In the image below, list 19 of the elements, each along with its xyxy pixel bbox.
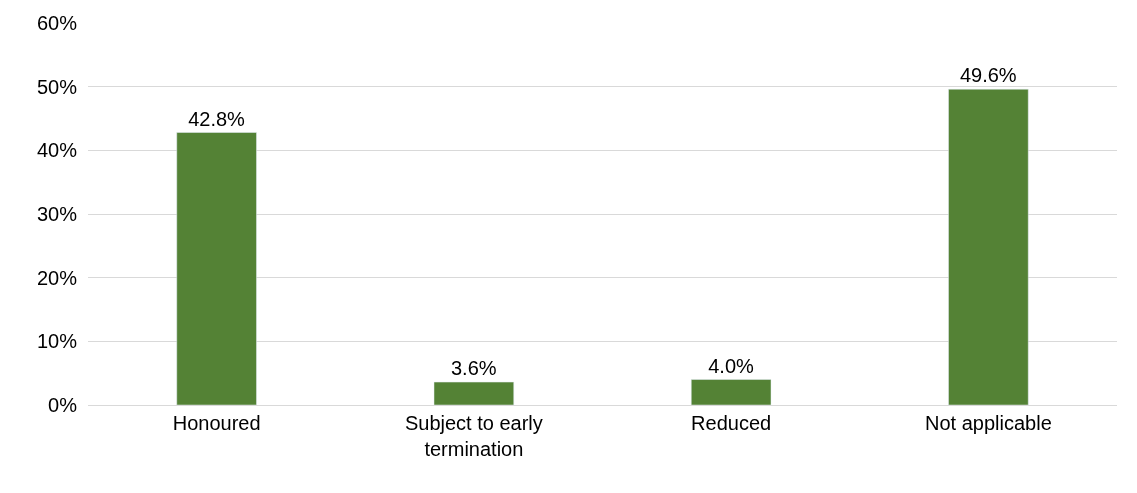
y-tick-label: 20% (36, 266, 78, 289)
x-tick-label: Not applicable (925, 412, 1052, 434)
bar (176, 132, 257, 405)
y-tick-label: 30% (36, 203, 78, 225)
x-tick-label: Subject to early termination (404, 412, 543, 460)
y-tick-label: 60% (36, 12, 78, 34)
data-label: 3.6% (450, 357, 497, 380)
data-label: 42.8% (188, 107, 246, 130)
bar (691, 379, 772, 405)
x-tick-label: Reduced (691, 412, 772, 434)
data-label: 4.0% (708, 354, 755, 377)
y-tick-label: 40% (36, 139, 78, 162)
bar (948, 88, 1029, 405)
data-label: 49.6% (959, 64, 1017, 87)
bar (433, 381, 514, 405)
y-tick-label: 50% (36, 75, 78, 98)
x-tick-label: Honoured (172, 412, 261, 434)
y-tick-label: 0% (48, 394, 78, 416)
y-tick-label: 10% (36, 330, 78, 353)
